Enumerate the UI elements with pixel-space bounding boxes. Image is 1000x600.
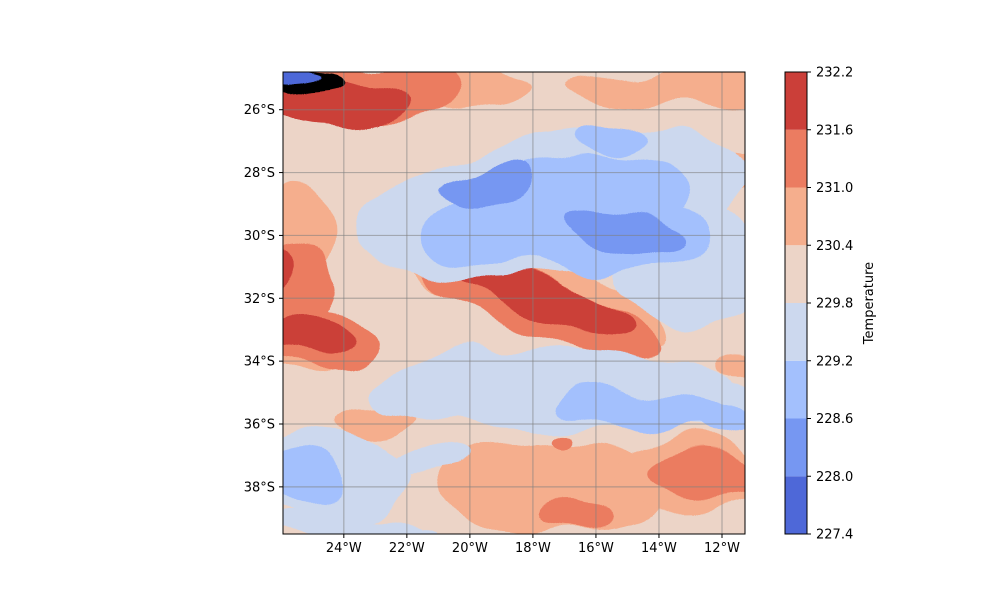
lon-tick-label: 16°W (578, 541, 614, 556)
contour-region (567, 122, 650, 154)
colorbar-swatch (785, 360, 807, 419)
colorbar-swatch (785, 303, 807, 361)
longitude-axis: 24°W 22°W 20°W 18°W 16°W 14°W 12°W (326, 534, 740, 556)
lon-tick-label: 14°W (641, 541, 677, 556)
colorbar-tick-label: 228.6 (816, 412, 853, 427)
contour-region (397, 523, 436, 534)
lat-tick-label: 26°S (244, 103, 275, 118)
lon-tick-label: 22°W (389, 541, 425, 556)
colorbar-tick-label: 229.8 (816, 297, 853, 312)
colorbar-swatch (785, 476, 807, 534)
colorbar-swatch (785, 418, 807, 477)
gridlines (283, 72, 745, 534)
contour-region (564, 72, 745, 105)
contour-region (283, 446, 351, 509)
colorbar-tick-label: 229.2 (816, 354, 853, 369)
colorbar-swatch (785, 72, 807, 130)
lat-tick-label: 28°S (244, 166, 275, 181)
colorbar-swatch (785, 187, 807, 246)
contour-region (550, 431, 573, 448)
contour-region (565, 202, 684, 256)
colorbar-tick-label: 228.0 (816, 470, 853, 485)
contour-region (715, 356, 745, 379)
lon-tick-label: 18°W (515, 541, 551, 556)
colorbar-tick-label: 232.2 (816, 66, 853, 81)
lon-tick-label: 20°W (452, 541, 488, 556)
lat-tick-label: 30°S (244, 229, 275, 244)
colorbar-tick-label: 231.6 (816, 123, 853, 138)
lat-tick-label: 38°S (244, 480, 275, 495)
colorbar-swatch (785, 245, 807, 303)
latitude-axis: 26°S 28°S 30°S 32°S 34°S 36°S 38°S (244, 103, 283, 495)
contour-region (283, 515, 423, 534)
colorbar-tick-label: 227.4 (816, 528, 853, 543)
contour-region (552, 390, 735, 433)
lon-tick-label: 12°W (704, 541, 740, 556)
contour-region (441, 164, 530, 200)
contour-region (283, 315, 354, 357)
contour-region (283, 72, 325, 84)
map-frame (282, 71, 746, 535)
colorbar-swatch (785, 129, 807, 188)
lat-tick-label: 36°S (244, 418, 275, 433)
contour-region (372, 452, 474, 478)
lat-tick-label: 32°S (244, 292, 275, 307)
colorbar-tick-label: 231.0 (816, 181, 853, 196)
map-panel: 24°W 22°W 20°W 18°W 16°W 14°W 12°W 26°S 28°S 30°… (244, 71, 746, 556)
contour-region (461, 267, 636, 335)
lon-tick-label: 24°W (326, 541, 362, 556)
lat-tick-label: 34°S (244, 355, 275, 370)
colorbar-ticks: 227.4 228.0 228.6 229.2 229.8 230.4 231.0 231.6… (807, 66, 853, 543)
colorbar-tick-label: 230.4 (816, 239, 853, 254)
contour-region (283, 254, 295, 292)
colorbar-label: Temperature (862, 262, 877, 345)
colorbar-swatches (785, 72, 807, 534)
colorbar: 227.4 228.0 228.6 229.2 229.8 230.4 231.0 231.6… (784, 66, 877, 543)
contour-region (283, 248, 341, 324)
contour-region (643, 452, 745, 497)
contour-region (536, 501, 612, 530)
